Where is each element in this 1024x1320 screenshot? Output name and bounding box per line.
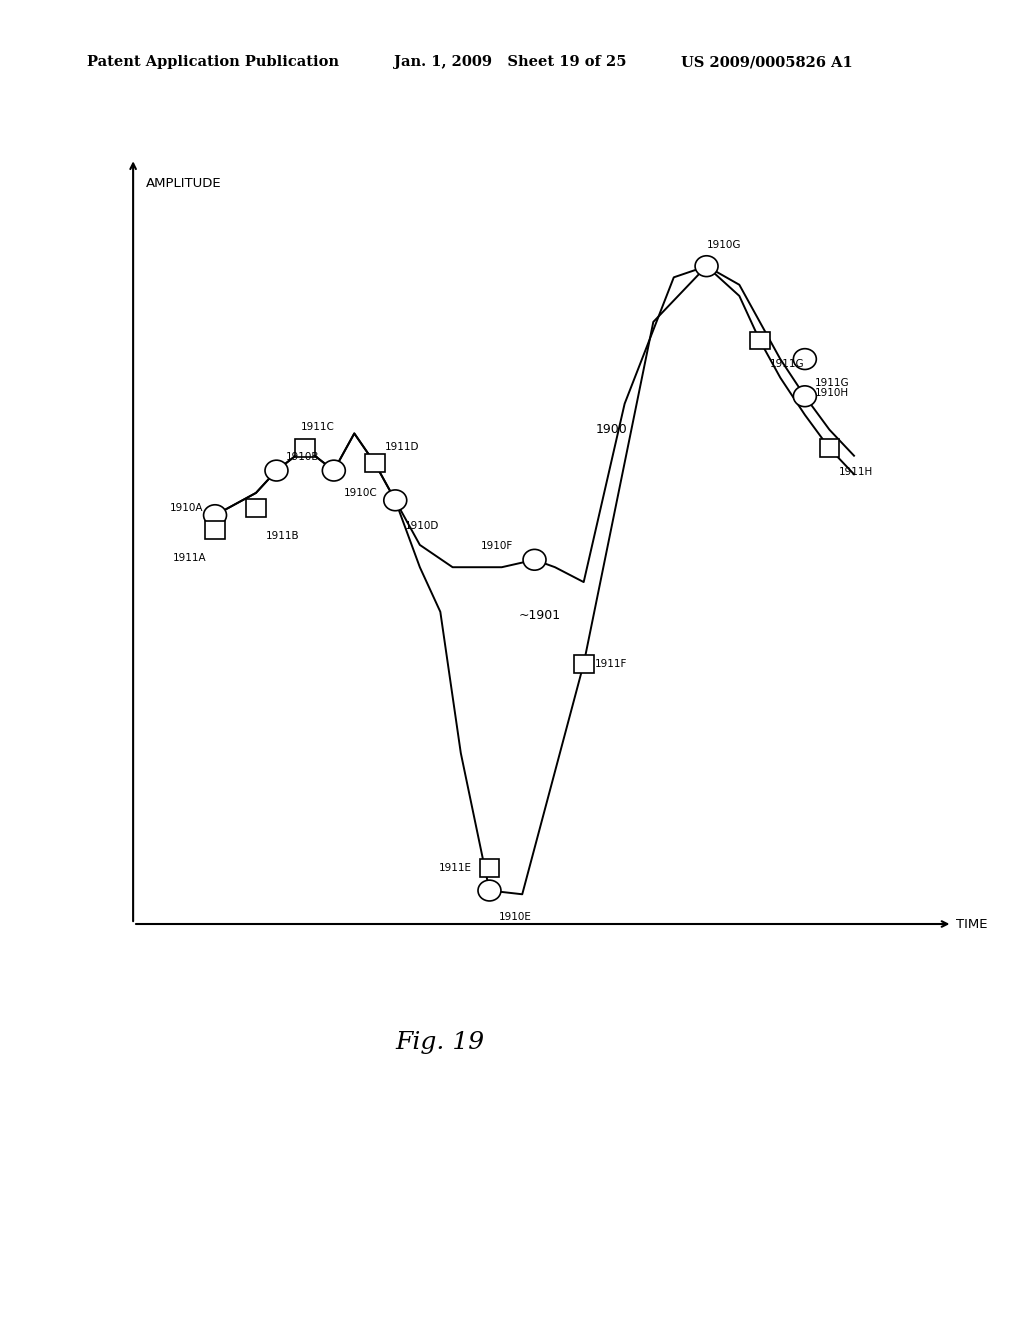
Text: 1911E: 1911E [438, 863, 472, 874]
Text: Jan. 1, 2009   Sheet 19 of 25: Jan. 1, 2009 Sheet 19 of 25 [394, 55, 627, 70]
Circle shape [794, 385, 816, 407]
Text: 1911D: 1911D [385, 442, 419, 451]
Bar [295, 440, 315, 457]
Text: 1910G: 1910G [707, 240, 741, 251]
Text: 1910A: 1910A [170, 503, 204, 512]
Text: Patent Application Publication: Patent Application Publication [87, 55, 339, 70]
Circle shape [695, 256, 718, 277]
Circle shape [323, 461, 345, 480]
Text: 1911H: 1911H [840, 467, 873, 477]
Text: 1911F: 1911F [595, 659, 628, 669]
Circle shape [265, 461, 288, 480]
Text: 1911C: 1911C [301, 422, 335, 433]
Bar [246, 499, 266, 516]
Text: TIME: TIME [956, 917, 988, 931]
Text: 1911A: 1911A [172, 553, 206, 564]
Text: 1910H: 1910H [815, 388, 849, 397]
Text: ~1901: ~1901 [518, 610, 560, 622]
Bar [819, 440, 840, 457]
Circle shape [204, 504, 226, 525]
Bar [205, 521, 225, 539]
Bar [479, 859, 500, 878]
Text: 1911G: 1911G [815, 378, 849, 388]
Bar [750, 331, 770, 350]
Text: 1900: 1900 [596, 424, 628, 437]
Circle shape [384, 490, 407, 511]
Text: 1910C: 1910C [344, 488, 378, 498]
Text: 1911B: 1911B [266, 531, 299, 541]
Text: US 2009/0005826 A1: US 2009/0005826 A1 [681, 55, 853, 70]
Text: AMPLITUDE: AMPLITUDE [145, 177, 221, 190]
Bar [573, 655, 594, 673]
Bar [365, 454, 385, 473]
Text: 1910F: 1910F [481, 541, 513, 552]
Text: 1910E: 1910E [500, 912, 532, 921]
Circle shape [523, 549, 546, 570]
Circle shape [794, 348, 816, 370]
Text: 1910B: 1910B [287, 453, 319, 462]
Text: 1910D: 1910D [406, 521, 439, 532]
Text: Fig. 19: Fig. 19 [395, 1031, 485, 1055]
Circle shape [478, 880, 501, 902]
Text: 1911G: 1911G [770, 359, 804, 370]
